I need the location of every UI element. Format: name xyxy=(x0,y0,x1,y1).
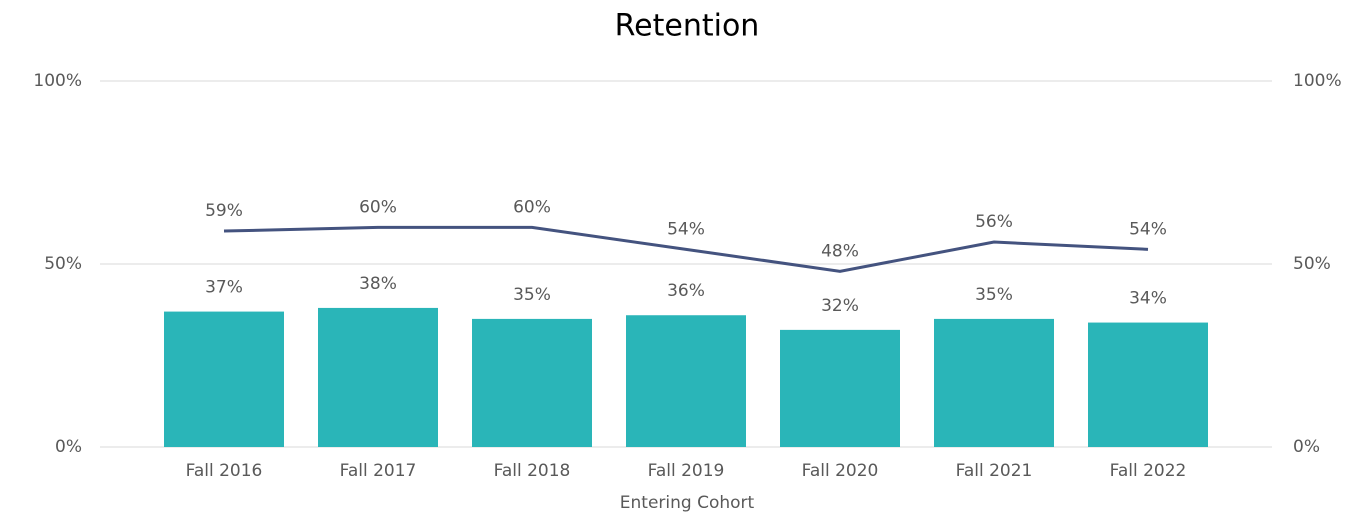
bar xyxy=(1088,322,1208,447)
data-label: 34% xyxy=(1129,289,1167,309)
data-label: 37% xyxy=(205,278,243,298)
data-label: 54% xyxy=(667,219,705,239)
bar xyxy=(780,329,900,447)
data-label: 60% xyxy=(513,197,551,217)
y2-tick-label: 0% xyxy=(1293,437,1320,457)
y2-tick-label: 50% xyxy=(1293,254,1331,274)
y-tick-label: 0% xyxy=(55,437,82,457)
data-label: 35% xyxy=(975,285,1013,305)
bar xyxy=(934,318,1054,447)
data-label: 60% xyxy=(359,197,397,217)
x-tick-label: Fall 2022 xyxy=(1110,461,1187,481)
chart-title: Retention xyxy=(615,9,760,44)
bar xyxy=(626,315,746,447)
y-tick-label: 100% xyxy=(33,71,82,91)
x-axis-label: Entering Cohort xyxy=(620,493,755,513)
bar xyxy=(318,307,438,447)
bar xyxy=(164,311,284,447)
x-tick-label: Fall 2021 xyxy=(956,461,1033,481)
x-tick-label: Fall 2020 xyxy=(802,461,879,481)
data-label: 36% xyxy=(667,281,705,301)
x-tick-label: Fall 2016 xyxy=(186,461,263,481)
data-label: 32% xyxy=(821,296,859,316)
data-label: 38% xyxy=(359,274,397,294)
data-label: 48% xyxy=(821,241,859,261)
x-tick-label: Fall 2018 xyxy=(494,461,571,481)
line xyxy=(223,225,1149,273)
data-label: 56% xyxy=(975,212,1013,232)
data-label: 59% xyxy=(205,201,243,221)
y2-tick-label: 100% xyxy=(1293,71,1342,91)
x-tick-label: Fall 2017 xyxy=(340,461,417,481)
y-tick-label: 50% xyxy=(44,254,82,274)
data-label: 54% xyxy=(1129,219,1167,239)
bar xyxy=(472,318,592,447)
data-label: 35% xyxy=(513,285,551,305)
x-tick-label: Fall 2019 xyxy=(648,461,725,481)
